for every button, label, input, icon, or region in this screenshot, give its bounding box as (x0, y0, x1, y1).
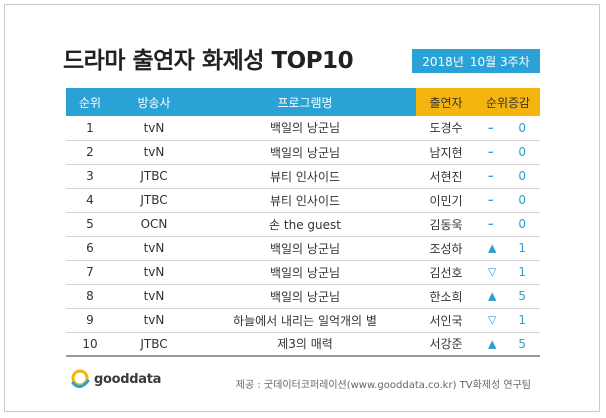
cell-change: ▽ 1 (476, 308, 540, 333)
change-value: 1 (518, 241, 526, 255)
cell-change: ▲ 1 (476, 236, 540, 261)
table-body: 1 tvN 백일의 낭군님 도경수 –0 2 tvN 백일의 낭군님 남지현 –0 3 JTBC 뷰티 … (66, 116, 540, 357)
cell-rank: 4 (66, 188, 114, 213)
cell-actor: 김선호 (416, 260, 476, 285)
cell-broadcaster: tvN (114, 260, 194, 285)
cell-change: –0 (476, 212, 540, 237)
cell-actor: 남지현 (416, 140, 476, 165)
gooddata-logo: gooddata (69, 369, 161, 389)
change-value: 1 (518, 313, 526, 327)
header-broadcaster: 방송사 (114, 88, 194, 116)
cell-broadcaster: tvN (114, 284, 194, 309)
cell-rank: 5 (66, 212, 114, 237)
date-year: 2018년 (422, 54, 464, 69)
change-value: 0 (518, 193, 526, 207)
cell-change: –0 (476, 188, 540, 213)
cell-rank: 8 (66, 284, 114, 309)
cell-change: –0 (476, 164, 540, 189)
cell-program: 제3의 매력 (194, 332, 416, 357)
rank-down-icon: ▽ (488, 313, 497, 327)
table-row: 4 JTBC 뷰티 인사이드 이민기 –0 (66, 188, 540, 213)
table-row: 5 OCN 손 the guest 김동욱 –0 (66, 212, 540, 237)
cell-program: 손 the guest (194, 212, 416, 237)
cell-program: 뷰티 인사이드 (194, 188, 416, 213)
source-credit: 제공 : 굿데이터코퍼레이션(www.gooddata.co.kr) TV화제성… (235, 380, 531, 391)
cell-rank: 10 (66, 332, 114, 357)
infographic-frame: 드라마 출연자 화제성 TOP10 2018년 10월 3주차 순위 방송사 프… (4, 4, 600, 412)
page-title: 드라마 출연자 화제성 TOP10 (63, 48, 354, 74)
change-value: 0 (518, 169, 526, 183)
cell-actor: 서강준 (416, 332, 476, 357)
cell-change: ▲ 5 (476, 332, 540, 357)
cell-actor: 조성하 (416, 236, 476, 261)
no-change-icon: – (488, 145, 494, 159)
header-program: 프로그램명 (194, 88, 416, 116)
cell-rank: 2 (66, 140, 114, 165)
logo-text: gooddata (94, 371, 162, 387)
cell-program: 뷰티 인사이드 (194, 164, 416, 189)
table-row: 10 JTBC 제3의 매력 서강준 ▲ 5 (66, 332, 540, 357)
no-change-icon: – (488, 121, 494, 135)
cell-change: –0 (476, 140, 540, 165)
change-value: 0 (518, 145, 526, 159)
cell-broadcaster: JTBC (114, 164, 194, 189)
cell-change: –0 (476, 116, 540, 141)
cell-actor: 도경수 (416, 116, 476, 141)
cell-rank: 9 (66, 308, 114, 333)
table-row: 2 tvN 백일의 낭군님 남지현 –0 (66, 140, 540, 165)
no-change-icon: – (488, 169, 494, 183)
change-value: 5 (518, 289, 526, 303)
cell-program: 백일의 낭군님 (194, 140, 416, 165)
table-header-row: 순위 방송사 프로그램명 출연자 순위증감 (66, 88, 540, 116)
cell-rank: 6 (66, 236, 114, 261)
change-value: 1 (518, 265, 526, 279)
rank-up-icon: ▲ (488, 337, 497, 351)
rank-up-icon: ▲ (488, 289, 497, 303)
cell-broadcaster: tvN (114, 308, 194, 333)
cell-program: 백일의 낭군님 (194, 284, 416, 309)
cell-change: ▲ 5 (476, 284, 540, 309)
change-value: 5 (518, 336, 526, 351)
cell-program: 하늘에서 내리는 일억개의 별 (194, 308, 416, 333)
ranking-table: 순위 방송사 프로그램명 출연자 순위증감 1 tvN 백일의 낭군님 도경수 –0 2 t… (66, 88, 540, 357)
table-row: 6 tvN 백일의 낭군님 조성하 ▲ 1 (66, 236, 540, 261)
rank-up-icon: ▲ (488, 241, 497, 255)
no-change-icon: – (488, 193, 494, 207)
no-change-icon: – (488, 217, 494, 231)
cell-actor: 한소희 (416, 284, 476, 309)
header-actor: 출연자 (416, 88, 476, 116)
cell-broadcaster: JTBC (114, 188, 194, 213)
cell-actor: 서인국 (416, 308, 476, 333)
table-row: 9 tvN 하늘에서 내리는 일억개의 별 서인국 ▽ 1 (66, 308, 540, 333)
cell-program: 백일의 낭군님 (194, 260, 416, 285)
change-value: 0 (518, 217, 526, 231)
cell-rank: 3 (66, 164, 114, 189)
gooddata-logo-icon (71, 369, 90, 388)
table-row: 3 JTBC 뷰티 인사이드 서현진 –0 (66, 164, 540, 189)
cell-actor: 서현진 (416, 164, 476, 189)
table-row: 8 tvN 백일의 낭군님 한소희 ▲ 5 (66, 284, 540, 309)
cell-change: ▽ 1 (476, 260, 540, 285)
cell-broadcaster: tvN (114, 236, 194, 261)
date-badge: 2018년 10월 3주차 (412, 49, 540, 73)
rank-down-icon: ▽ (488, 265, 497, 279)
cell-program: 백일의 낭군님 (194, 116, 416, 141)
cell-actor: 이민기 (416, 188, 476, 213)
header-change: 순위증감 (476, 88, 540, 116)
cell-broadcaster: tvN (114, 140, 194, 165)
date-week: 10월 3주차 (469, 54, 530, 69)
cell-program: 백일의 낭군님 (194, 236, 416, 261)
cell-actor: 김동욱 (416, 212, 476, 237)
change-value: 0 (518, 120, 526, 135)
cell-rank: 1 (66, 116, 114, 141)
table-row: 1 tvN 백일의 낭군님 도경수 –0 (66, 116, 540, 141)
cell-broadcaster: JTBC (114, 332, 194, 357)
cell-broadcaster: OCN (114, 212, 194, 237)
table-row: 7 tvN 백일의 낭군님 김선호 ▽ 1 (66, 260, 540, 285)
header-rank: 순위 (66, 88, 114, 116)
cell-broadcaster: tvN (114, 116, 194, 141)
cell-rank: 7 (66, 260, 114, 285)
